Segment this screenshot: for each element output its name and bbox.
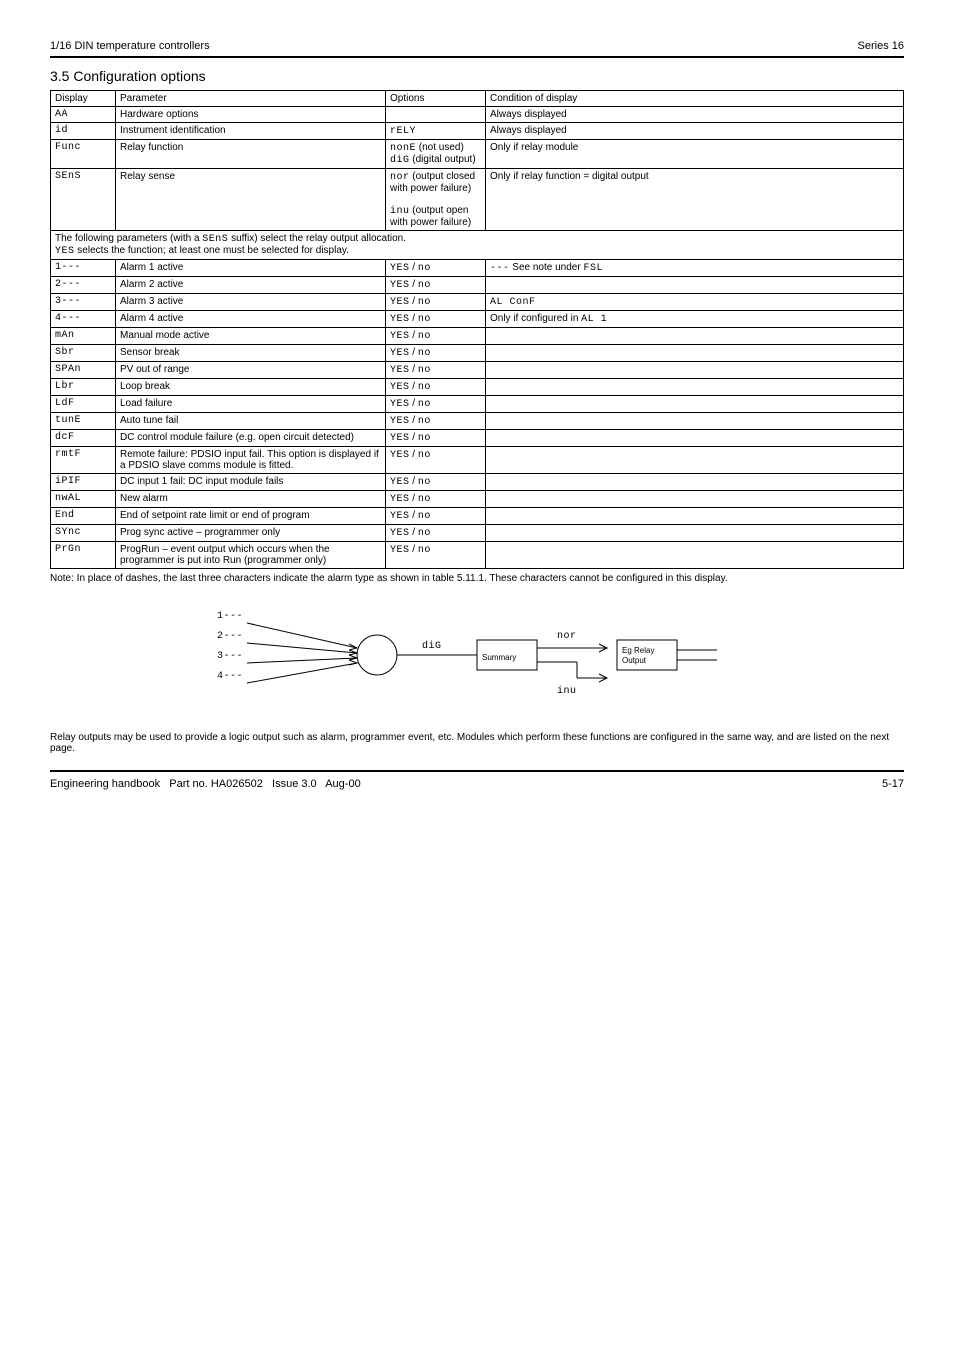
row-aa: AAHardware optionsAlways displayed bbox=[51, 107, 904, 123]
diagram-in1: 1--- bbox=[217, 611, 243, 622]
row-3: 3---Alarm 3 activeYES / noAL ConF bbox=[51, 294, 904, 311]
diagram-in4: 4--- bbox=[217, 671, 243, 682]
row-4: 4---Alarm 4 activeYES / noOnly if config… bbox=[51, 311, 904, 328]
row-End: EndEnd of setpoint rate limit or end of … bbox=[51, 508, 904, 525]
diagram-summary: Summary bbox=[482, 653, 516, 662]
row-LdF: LdFLoad failureYES / no bbox=[51, 396, 904, 413]
diagram-dig: diG bbox=[422, 640, 442, 652]
page-header: 1/16 DIN temperature controllers Series … bbox=[50, 40, 904, 58]
page-footer: Engineering handbook Part no. HA026502 I… bbox=[50, 778, 904, 790]
header-left: 1/16 DIN temperature controllers bbox=[50, 40, 210, 52]
row-mAn: mAnManual mode activeYES / no bbox=[51, 328, 904, 345]
th-options: Options bbox=[386, 91, 486, 107]
post-diagram-text: Relay outputs may be used to provide a l… bbox=[50, 732, 904, 754]
row-2: 2---Alarm 2 activeYES / no bbox=[51, 277, 904, 294]
row-id: idInstrument identificationrELYAlways di… bbox=[51, 123, 904, 140]
row-SYnc: SYncProg sync active – programmer onlyYE… bbox=[51, 525, 904, 542]
row-rmtF: rmtFRemote failure: PDSIO input fail. Th… bbox=[51, 447, 904, 474]
row-iPIF: iPIFDC input 1 fail: DC input module fai… bbox=[51, 474, 904, 491]
footer-doc: Engineering handbook bbox=[50, 778, 160, 790]
config-table: Display Parameter Options Condition of d… bbox=[50, 90, 904, 569]
diagram-nor: nor bbox=[557, 631, 577, 642]
row-Sbr: SbrSensor breakYES / no bbox=[51, 345, 904, 362]
alarm-note: Note: In place of dashes, the last three… bbox=[50, 573, 904, 584]
row-1: 1---Alarm 1 activeYES / no--- See note u… bbox=[51, 260, 904, 277]
footer-issue: Issue 3.0 bbox=[272, 778, 317, 790]
row-SPAn: SPAnPV out of rangeYES / no bbox=[51, 362, 904, 379]
row-tunE: tunEAuto tune failYES / no bbox=[51, 413, 904, 430]
row-func: FuncRelay functionnonE (not used)diG (di… bbox=[51, 140, 904, 169]
row-dcF: dcFDC control module failure (e.g. open … bbox=[51, 430, 904, 447]
row-PrGn: PrGnProgRun – event output which occurs … bbox=[51, 542, 904, 569]
footer-date: Aug-00 bbox=[325, 778, 360, 790]
diagram-inu: inu bbox=[557, 685, 577, 697]
th-display: Display bbox=[51, 91, 116, 107]
row-Lbr: LbrLoop breakYES / no bbox=[51, 379, 904, 396]
logic-diagram: 1--- 2--- 3--- 4--- diG Summary nor inu … bbox=[50, 598, 904, 718]
row-merged-note: The following parameters (with a SEnS su… bbox=[51, 231, 904, 260]
th-param: Parameter bbox=[116, 91, 386, 107]
diagram-output1: Eg Relay bbox=[622, 646, 654, 655]
footer-part: Part no. HA026502 bbox=[169, 778, 263, 790]
diagram-in3: 3--- bbox=[217, 651, 243, 662]
th-condition: Condition of display bbox=[486, 91, 904, 107]
section-title: 3.5 Configuration options bbox=[50, 68, 904, 84]
diagram-output2: Output bbox=[622, 656, 647, 665]
row-sens: SEnSRelay sensenor (output closed with p… bbox=[51, 169, 904, 231]
diagram-in2: 2--- bbox=[217, 631, 243, 642]
row-nwAL: nwALNew alarmYES / no bbox=[51, 491, 904, 508]
header-right: Series 16 bbox=[858, 40, 904, 52]
footer-page: 5-17 bbox=[882, 778, 904, 790]
